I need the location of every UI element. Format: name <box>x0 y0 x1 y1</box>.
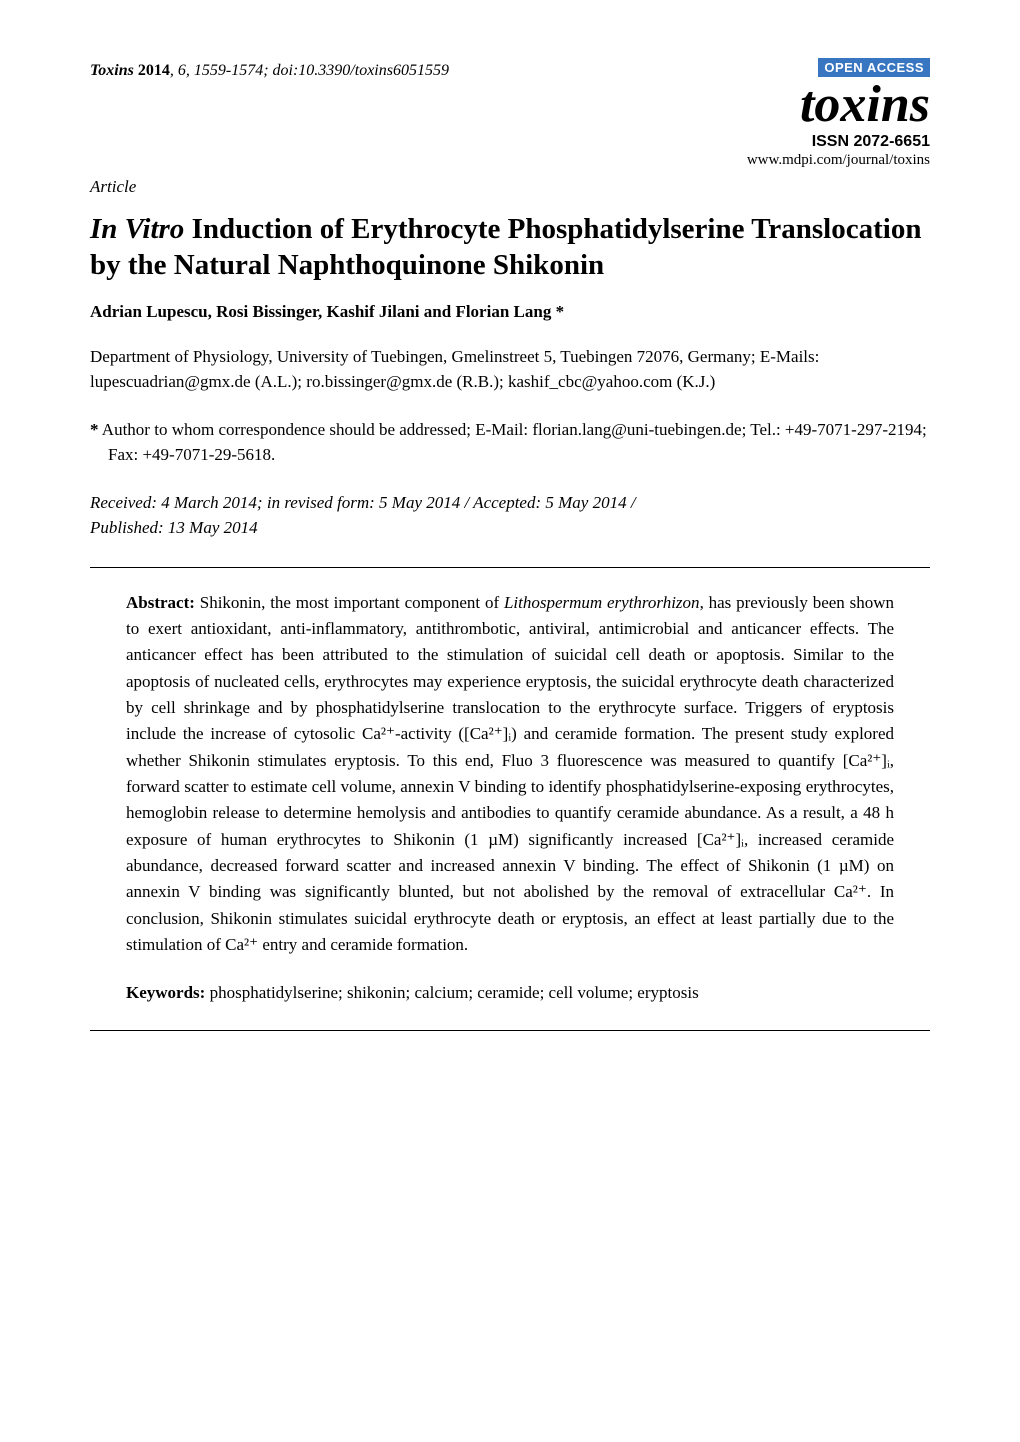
abstract: Abstract: Shikonin, the most important c… <box>126 590 894 959</box>
abstract-species: Lithospermum erythrorhizon <box>504 593 700 612</box>
dates-line2: Published: 13 May 2014 <box>90 518 258 537</box>
correspondence: * Author to whom correspondence should b… <box>90 417 930 468</box>
citation-volpages: , 6, 1559-1574; <box>170 62 273 79</box>
abstract-pre: Shikonin, the most important component o… <box>195 593 504 612</box>
keywords-label: Keywords: <box>126 983 205 1002</box>
header-row: Toxins 2014, 6, 1559-1574; doi:10.3390/t… <box>90 58 930 169</box>
brand-block: OPEN ACCESS toxins ISSN 2072-6651 www.md… <box>747 58 930 169</box>
journal-logo: toxins <box>747 79 930 131</box>
citation-year: 2014 <box>138 62 170 79</box>
dates-line1: Received: 4 March 2014; in revised form:… <box>90 493 636 512</box>
article-type: Article <box>90 177 930 197</box>
dates: Received: 4 March 2014; in revised form:… <box>90 490 930 541</box>
abstract-post: , has previously been shown to exert ant… <box>126 593 894 954</box>
abstract-label: Abstract: <box>126 593 195 612</box>
title-rest: Induction of Erythrocyte Phosphatidylser… <box>90 213 921 281</box>
corr-star: * <box>90 420 99 439</box>
journal-url: www.mdpi.com/journal/toxins <box>747 152 930 169</box>
affiliation: Department of Physiology, University of … <box>90 344 930 395</box>
open-access-badge: OPEN ACCESS <box>818 58 930 77</box>
title-italic-prefix: In Vitro <box>90 213 184 245</box>
keywords: Keywords: phosphatidylserine; shikonin; … <box>126 980 894 1006</box>
authors: Adrian Lupescu, Rosi Bissinger, Kashif J… <box>90 302 930 322</box>
page-title: In Vitro Induction of Erythrocyte Phosph… <box>90 211 930 284</box>
top-rule <box>90 567 930 568</box>
keywords-text: phosphatidylserine; shikonin; calcium; c… <box>205 983 698 1002</box>
citation-journal: Toxins <box>90 62 138 79</box>
corr-text: Author to whom correspondence should be … <box>99 420 927 465</box>
bottom-rule <box>90 1030 930 1031</box>
citation-doi: doi:10.3390/toxins6051559 <box>273 62 449 79</box>
issn: ISSN 2072-6651 <box>747 133 930 151</box>
abstract-block: Abstract: Shikonin, the most important c… <box>126 590 894 1006</box>
citation: Toxins 2014, 6, 1559-1574; doi:10.3390/t… <box>90 58 449 80</box>
